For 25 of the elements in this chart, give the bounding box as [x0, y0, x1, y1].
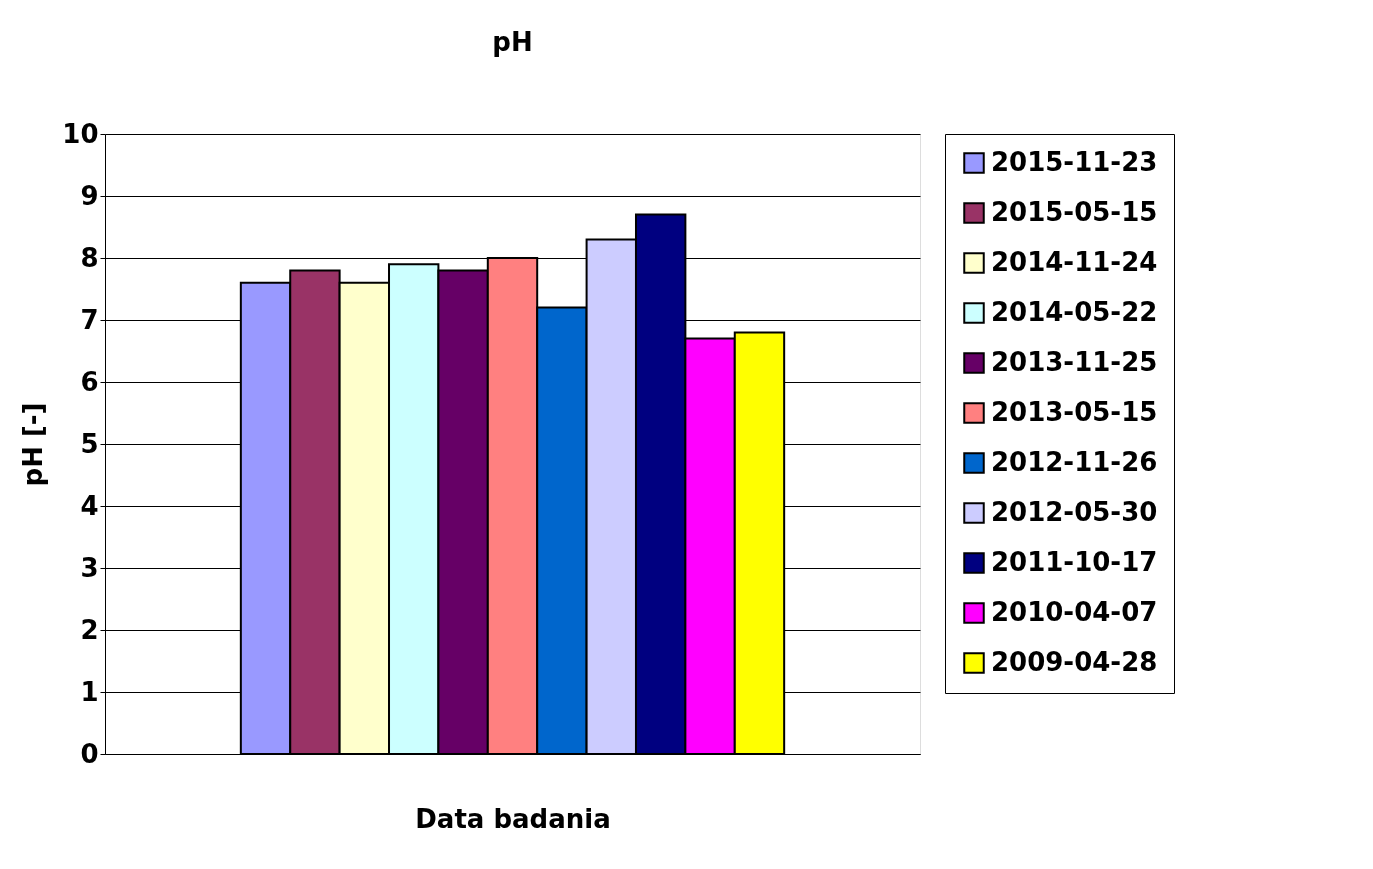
chart-title: pH — [492, 27, 533, 57]
x-axis-title: Data badania — [415, 803, 611, 834]
y-axis-title: pH [-] — [18, 402, 49, 487]
legend-label: 2015-11-23 — [991, 147, 1158, 177]
legend-label: 2015-05-15 — [991, 197, 1158, 227]
legend-label: 2012-11-26 — [991, 447, 1158, 477]
legend-label: 2013-05-15 — [991, 397, 1158, 427]
legend-label: 2014-11-24 — [991, 247, 1158, 277]
legend-label: 2013-11-25 — [991, 347, 1158, 377]
y-tick-label: 4 — [80, 490, 99, 521]
legend-label: 2011-10-17 — [991, 547, 1158, 577]
y-tick-label: 6 — [80, 366, 99, 397]
y-tick-label: 2 — [80, 614, 99, 645]
y-tick-label: 7 — [80, 304, 99, 335]
y-tick-label: 1 — [80, 676, 99, 707]
y-tick-label: 8 — [80, 242, 99, 273]
y-tick-label: 5 — [80, 428, 99, 459]
y-tick-label: 10 — [62, 118, 99, 149]
legend-label: 2014-05-22 — [991, 297, 1158, 327]
legend-label: 2012-05-30 — [991, 497, 1158, 527]
legend-label: 2010-04-07 — [991, 597, 1158, 627]
y-tick-label: 0 — [80, 738, 99, 769]
legend-label: 2009-04-28 — [991, 647, 1158, 677]
y-tick-label: 9 — [80, 180, 99, 211]
y-tick-label: 3 — [80, 552, 99, 583]
